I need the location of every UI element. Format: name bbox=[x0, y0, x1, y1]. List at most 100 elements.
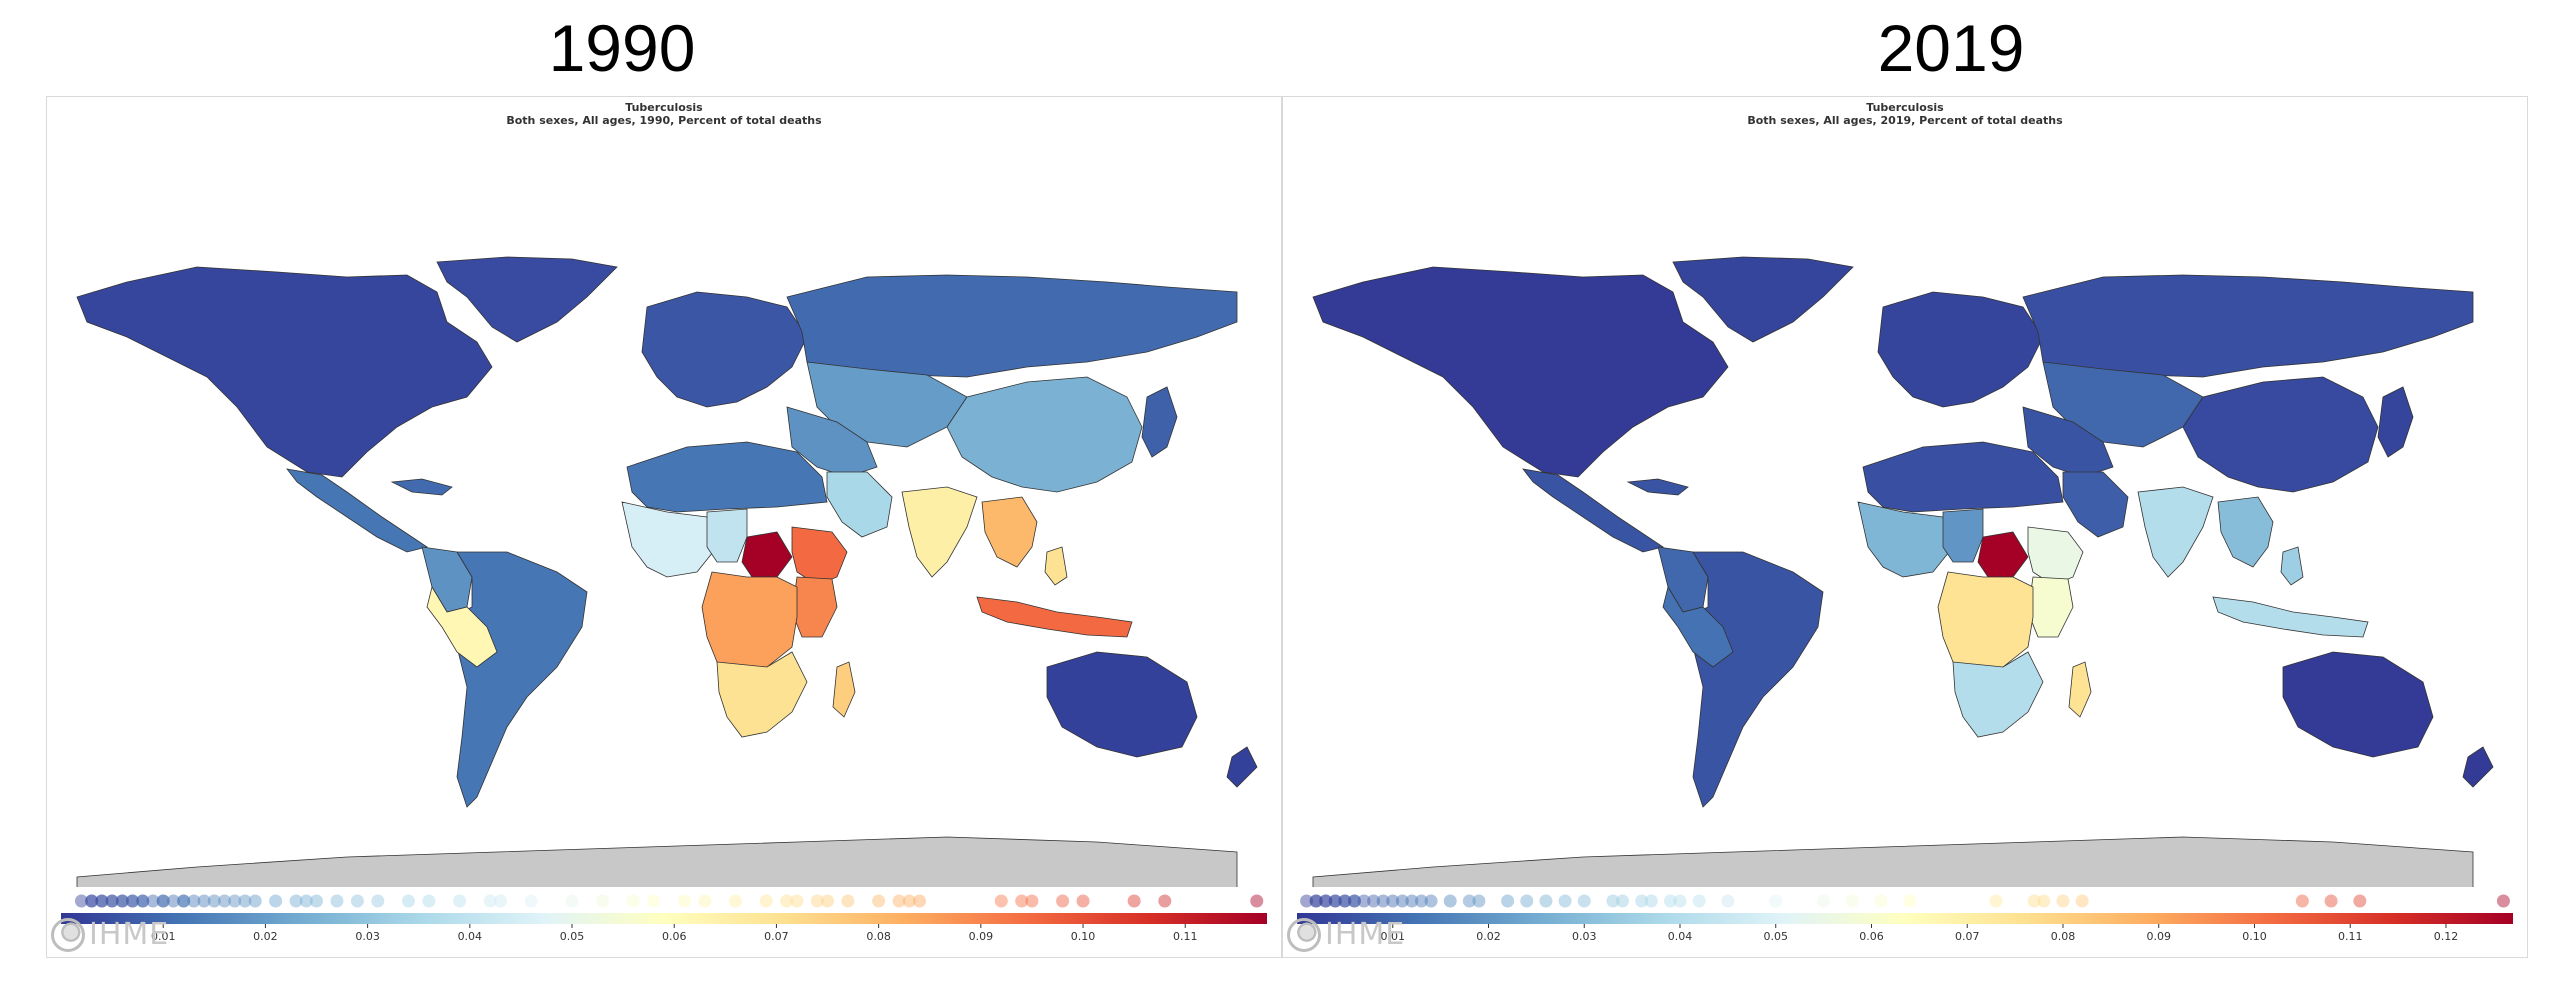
region-congo[interactable] bbox=[1937, 571, 2034, 673]
legend-tick-label: 0.09 bbox=[2146, 930, 2171, 943]
year-title-left: 1990 bbox=[548, 11, 696, 85]
legend-dot bbox=[248, 894, 262, 908]
region-antarctica[interactable] bbox=[1312, 836, 2474, 887]
region-arabian[interactable] bbox=[826, 471, 893, 538]
region-bolivia-peru[interactable] bbox=[426, 585, 498, 668]
region-caribbean[interactable] bbox=[390, 478, 453, 496]
map-title-cause: Tuberculosis bbox=[625, 101, 703, 114]
world-map[interactable] bbox=[47, 97, 1282, 887]
legend-dot bbox=[238, 894, 252, 908]
region-nz[interactable] bbox=[1226, 746, 1258, 788]
legend-dot bbox=[1056, 894, 1070, 908]
legend-dot bbox=[218, 894, 232, 908]
region-north-africa[interactable] bbox=[626, 441, 828, 513]
year-title-right: 2019 bbox=[1877, 11, 2025, 85]
region-bolivia-peru[interactable] bbox=[1662, 585, 1734, 668]
legend-dot bbox=[1338, 894, 1352, 908]
region-southeast-asia[interactable] bbox=[2217, 496, 2274, 568]
region-caribbean[interactable] bbox=[1626, 478, 1689, 496]
region-australia[interactable] bbox=[2282, 651, 2434, 758]
region-nz[interactable] bbox=[2462, 746, 2494, 788]
region-congo[interactable] bbox=[701, 571, 798, 673]
region-ethiopia[interactable] bbox=[791, 526, 848, 586]
region-ethiopia[interactable] bbox=[2027, 526, 2084, 586]
region-north-america[interactable] bbox=[1312, 266, 1729, 478]
legend-dot bbox=[115, 894, 129, 908]
legend-color-bar bbox=[61, 913, 1267, 924]
region-southeast-asia[interactable] bbox=[981, 496, 1038, 568]
legend-dot bbox=[483, 894, 497, 908]
region-central-asia[interactable] bbox=[2042, 361, 2204, 448]
region-india[interactable] bbox=[901, 486, 978, 578]
legend-dot bbox=[1319, 894, 1333, 908]
region-japan-korea[interactable] bbox=[1141, 386, 1178, 458]
region-russia[interactable] bbox=[786, 274, 1238, 378]
map-panel-1990[interactable]: Tuberculosis Both sexes, All ages, 1990,… bbox=[46, 96, 1282, 958]
region-russia[interactable] bbox=[2022, 274, 2474, 378]
legend-tick-label: 0.01 bbox=[151, 930, 176, 943]
legend-dot bbox=[1462, 894, 1476, 908]
legend-dot bbox=[177, 894, 191, 908]
legend-dot bbox=[1347, 894, 1361, 908]
legend-dot bbox=[1644, 894, 1658, 908]
legend-dot bbox=[1606, 894, 1620, 908]
region-southern-africa[interactable] bbox=[716, 651, 808, 738]
region-china[interactable] bbox=[946, 376, 1143, 493]
legend-dot bbox=[156, 894, 170, 908]
region-europe[interactable] bbox=[1877, 291, 2044, 408]
legend-tick-label: 0.07 bbox=[764, 930, 789, 943]
region-southern-africa[interactable] bbox=[1952, 651, 2044, 738]
legend-dot bbox=[913, 894, 927, 908]
region-east-africa[interactable] bbox=[2027, 576, 2074, 638]
legend-dot bbox=[2027, 894, 2041, 908]
map-panel-2019[interactable]: Tuberculosis Both sexes, All ages, 2019,… bbox=[1282, 96, 2528, 958]
region-japan-korea[interactable] bbox=[2377, 386, 2414, 458]
region-antarctica[interactable] bbox=[76, 836, 1238, 887]
region-south-america[interactable] bbox=[1687, 551, 1824, 808]
region-philippines[interactable] bbox=[2280, 546, 2304, 586]
region-west-africa[interactable] bbox=[621, 501, 718, 578]
legend-tick-label: 0.05 bbox=[1763, 930, 1788, 943]
ihme-logo: IHME bbox=[51, 917, 169, 952]
region-north-africa[interactable] bbox=[1862, 441, 2064, 513]
legend-dot bbox=[136, 894, 150, 908]
region-central-america[interactable] bbox=[286, 468, 428, 553]
region-north-america[interactable] bbox=[76, 266, 493, 478]
legend-dot bbox=[698, 894, 712, 908]
legend-dot bbox=[177, 894, 191, 908]
region-indonesia[interactable] bbox=[2212, 596, 2369, 638]
region-sahel[interactable] bbox=[706, 508, 748, 563]
region-china[interactable] bbox=[2182, 376, 2379, 493]
legend-tick-label: 0.02 bbox=[253, 930, 278, 943]
region-india[interactable] bbox=[2137, 486, 2214, 578]
legend-dot bbox=[197, 894, 211, 908]
region-central-asia[interactable] bbox=[806, 361, 968, 448]
legend-dot bbox=[207, 894, 221, 908]
legend-dot bbox=[1328, 894, 1342, 908]
ihme-logo: IHME bbox=[1287, 917, 1405, 952]
legend-dot bbox=[1386, 894, 1400, 908]
region-madagascar[interactable] bbox=[832, 661, 856, 718]
region-australia[interactable] bbox=[1046, 651, 1198, 758]
region-east-africa[interactable] bbox=[791, 576, 838, 638]
region-greenland[interactable] bbox=[436, 256, 618, 343]
world-map[interactable] bbox=[1283, 97, 2528, 887]
region-indonesia[interactable] bbox=[976, 596, 1133, 638]
legend-dot bbox=[647, 894, 661, 908]
region-central-africa-hot[interactable] bbox=[1977, 531, 2029, 578]
region-west-africa[interactable] bbox=[1857, 501, 1954, 578]
legend-dot bbox=[401, 894, 415, 908]
region-arabian[interactable] bbox=[2062, 471, 2129, 538]
region-central-america[interactable] bbox=[1522, 468, 1664, 553]
legend-dot bbox=[1328, 894, 1342, 908]
legend-dot bbox=[1520, 894, 1534, 908]
region-greenland[interactable] bbox=[1672, 256, 1854, 343]
region-south-america[interactable] bbox=[451, 551, 588, 808]
region-philippines[interactable] bbox=[1044, 546, 1068, 586]
region-madagascar[interactable] bbox=[2068, 661, 2092, 718]
region-central-africa-hot[interactable] bbox=[741, 531, 793, 578]
legend-dot bbox=[95, 894, 109, 908]
region-sahel[interactable] bbox=[1942, 508, 1984, 563]
legend-dot bbox=[1347, 894, 1361, 908]
region-europe[interactable] bbox=[641, 291, 808, 408]
